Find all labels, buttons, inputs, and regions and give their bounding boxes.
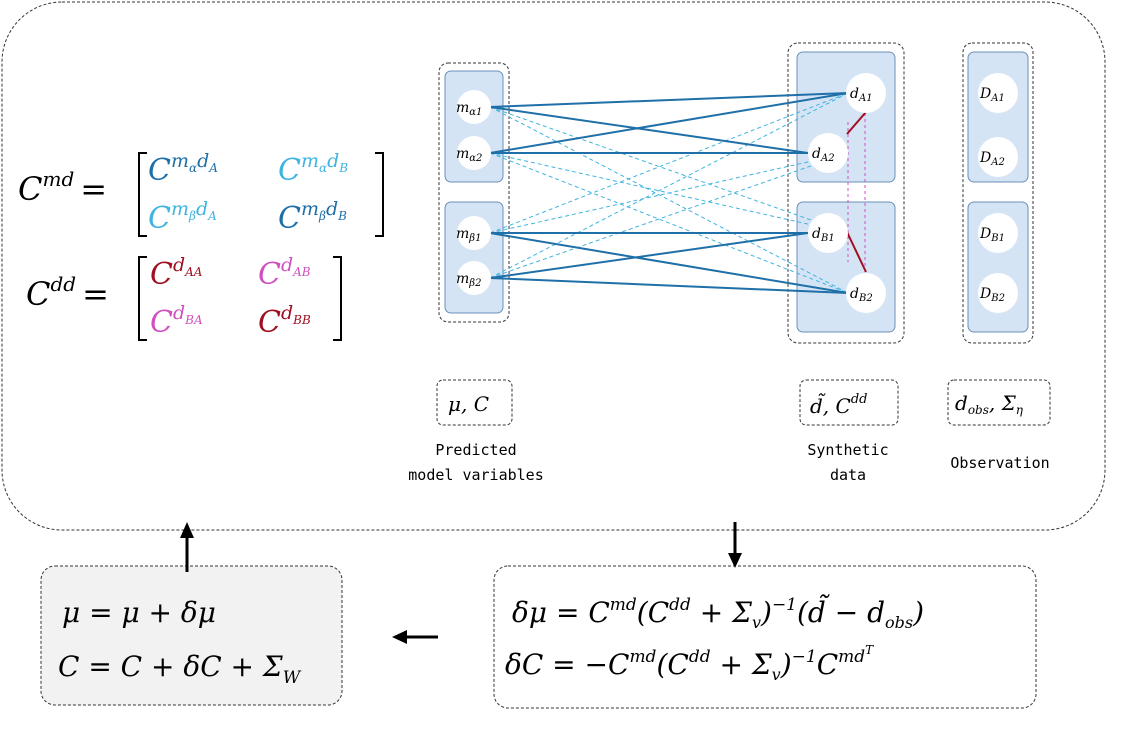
- edge-ma1-db1: [489, 106, 849, 234]
- cmd-right-bracket: [375, 152, 384, 237]
- cmd-cell-11: CmαdA: [148, 150, 218, 188]
- svg-text:DB1: DB1: [979, 226, 1005, 244]
- svg-text:dA2: dA2: [812, 146, 835, 164]
- model-tag: μ, C: [448, 392, 489, 416]
- cdd-cell-22: CdBB: [258, 302, 311, 340]
- edge-ma1-db2: [489, 106, 849, 294]
- edge-mb2-da2: [489, 152, 849, 279]
- svg-text:DB2: DB2: [979, 286, 1005, 304]
- node-D-a2: [978, 137, 1018, 177]
- node-m-beta1: [457, 216, 491, 250]
- cmd-cell-21: CmβdA: [148, 198, 217, 236]
- cmd-cell-22: CmβdB: [278, 198, 347, 236]
- edges-light-dashed: [489, 92, 849, 294]
- node-m-alpha2: [457, 136, 491, 170]
- svg-text:mβ2: mβ2: [456, 271, 481, 289]
- svg-text:mα1: mα1: [456, 100, 482, 118]
- node-d-b2: [846, 273, 886, 313]
- delta-mu-equation: δμ = Cmd(Cdd + Σv)−1(d̃ − dobs): [512, 594, 924, 632]
- matrix-cmd: Cmd = CmαdA CmαdB CmβdA CmβdB: [18, 150, 384, 237]
- model-group: [438, 62, 510, 323]
- delta-c-equation: δC = −Cmd(Cdd + Σv)−1CmdT: [505, 643, 874, 684]
- cdd-cell-11: CdAA: [150, 254, 203, 292]
- assign-box: [40, 565, 343, 706]
- synthetic-caption-line2: data: [830, 466, 866, 484]
- synthetic-caption-line1: Synthetic: [807, 441, 888, 459]
- svg-text:dA1: dA1: [850, 86, 873, 104]
- observation-tag: dobs, Ση: [955, 391, 1024, 417]
- model-tag-box: [436, 379, 513, 426]
- cdd-left-bracket: [138, 256, 147, 341]
- synthetic-tag-box: [799, 379, 899, 426]
- node-D-b2: [978, 273, 1018, 313]
- node-d-a1: [846, 73, 886, 113]
- observation-group: [962, 42, 1034, 344]
- edge-ma2-da1: [489, 92, 849, 154]
- edge-ma1-da2: [489, 106, 809, 154]
- edge-db1-db2: [846, 231, 867, 273]
- node-m-alpha1: [457, 90, 491, 124]
- edge-da1-da2: [846, 111, 867, 135]
- mu-assign-equation: μ = μ + δμ: [62, 596, 216, 629]
- arrow-up: [180, 522, 194, 572]
- edge-mb1-db2: [489, 232, 849, 294]
- svg-text:DA1: DA1: [979, 86, 1005, 104]
- cmd-left-bracket: [138, 152, 147, 237]
- update-box: [493, 565, 1037, 709]
- edge-mb2-db2: [489, 277, 849, 294]
- edge-mb1-da1: [489, 92, 849, 234]
- arrow-left: [392, 630, 438, 644]
- observation-nodes: DA1 DA2 DB1 DB2: [978, 73, 1018, 313]
- node-d-a2: [808, 133, 848, 173]
- svg-text:mβ1: mβ1: [456, 226, 481, 244]
- edges-synthetic-corr: [846, 111, 867, 273]
- cmd-lhs: Cmd =: [18, 167, 107, 208]
- edge-mb2-da1: [489, 92, 849, 279]
- edges-dark-solid: [489, 92, 849, 294]
- matrix-cdd: Cdd = CdAA CdAB CdBA CdBB: [26, 254, 342, 341]
- svg-text:dB2: dB2: [850, 286, 873, 304]
- model-nodes: mα1 mα2 mβ1 mβ2: [456, 90, 491, 295]
- model-caption-line1: Predicted: [435, 441, 516, 459]
- cdd-cell-12: CdAB: [258, 254, 311, 292]
- edge-mb1-da2: [489, 152, 849, 234]
- svg-text:dB1: dB1: [812, 226, 835, 244]
- observation-caption: Observation: [950, 454, 1049, 472]
- synthetic-group: [787, 42, 905, 344]
- svg-text:DA2: DA2: [979, 150, 1005, 168]
- cdd-lhs: Cdd =: [26, 272, 109, 313]
- svg-text:mα2: mα2: [456, 146, 482, 164]
- main-panel: [1, 1, 1106, 531]
- edge-ma2-db2: [489, 152, 849, 294]
- model-caption-line2: model variables: [408, 466, 543, 484]
- cmd-cell-12: CmαdB: [278, 150, 348, 188]
- edge-ma1-da1: [489, 92, 849, 108]
- cdd-cell-21: CdBA: [150, 302, 203, 340]
- node-D-b1: [978, 213, 1018, 253]
- edge-mb2-db1: [489, 232, 809, 279]
- node-m-beta2: [457, 261, 491, 295]
- node-d-b1: [808, 213, 848, 253]
- synthetic-nodes: dA1 dA2 dB1 dB2: [808, 73, 886, 313]
- arrow-down: [728, 522, 742, 568]
- c-assign-equation: C = C + δC + ΣW: [58, 650, 302, 688]
- node-D-a1: [978, 73, 1018, 113]
- synthetic-tag: d̃, Cdd: [810, 392, 867, 418]
- observation-tag-box: [947, 379, 1051, 426]
- cdd-right-bracket: [333, 256, 342, 341]
